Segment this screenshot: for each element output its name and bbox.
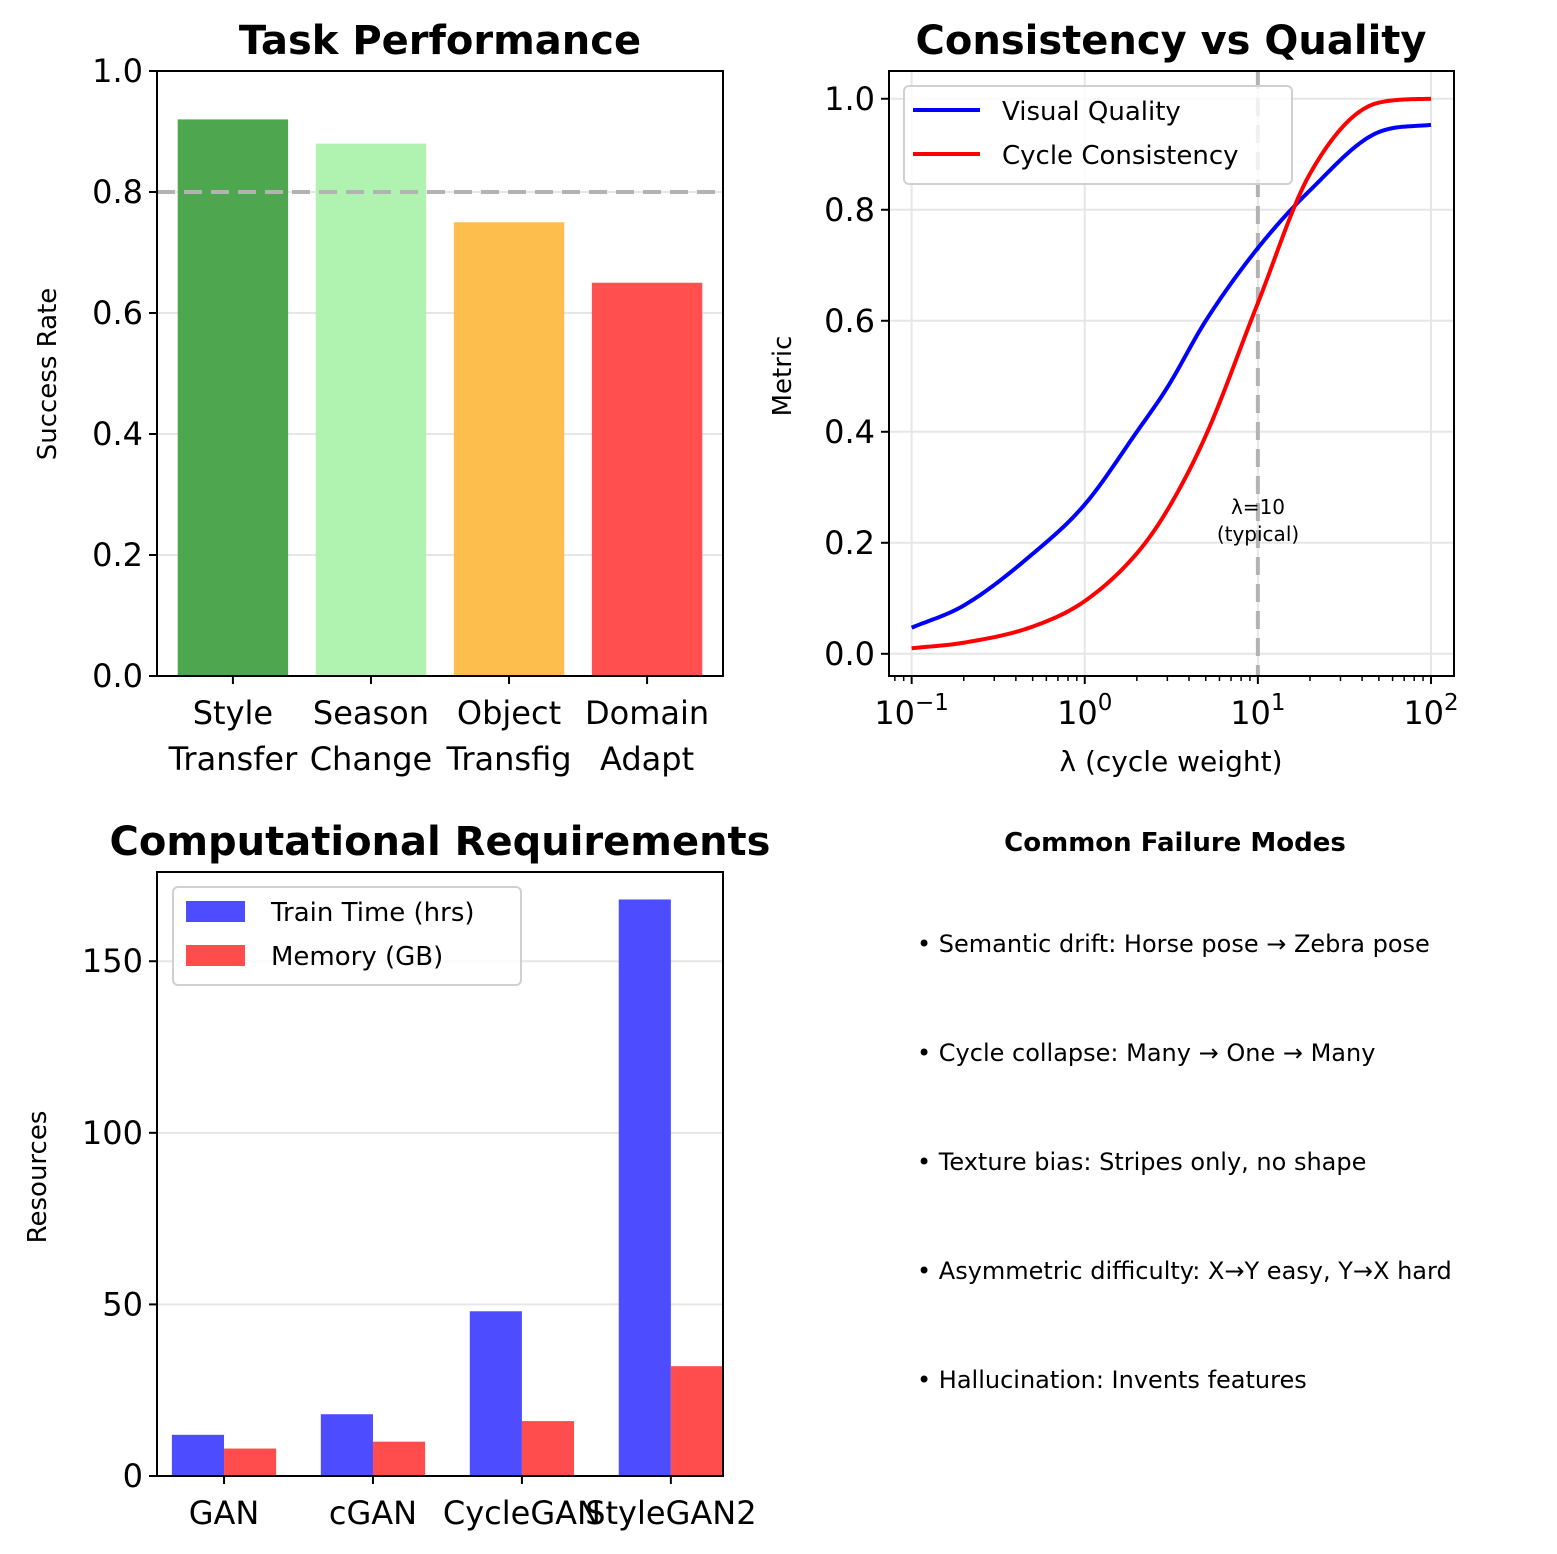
y-tick-label: 1.0 <box>824 80 875 118</box>
failure-mode-item: • Semantic drift: Horse pose → Zebra pos… <box>917 930 1430 958</box>
failure-mode-item: • Cycle collapse: Many → One → Many <box>917 1039 1376 1067</box>
y-axis-label: Metric <box>768 336 798 417</box>
x-tick-label: 102 <box>1403 690 1458 732</box>
y-axis-label: Resources <box>23 1111 53 1244</box>
annotation-line-2: (typical) <box>1217 522 1299 546</box>
y-tick-label: 1.0 <box>92 52 143 90</box>
series-line <box>910 122 1432 630</box>
bar <box>469 1311 522 1476</box>
x-tick-label: Transfig <box>446 740 572 778</box>
annotation-line-1: λ=10 <box>1231 495 1285 519</box>
legend-label: Visual Quality <box>1002 97 1181 127</box>
y-tick-label: 0.2 <box>824 524 875 562</box>
legend-label: Cycle Consistency <box>1002 141 1239 171</box>
x-axis-label: λ (cycle weight) <box>1060 745 1283 778</box>
y-tick-label: 100 <box>82 1114 143 1152</box>
task-performance-chart: Task Performance Success Rate 0.0 0.2 0.4 0… <box>33 18 724 778</box>
y-tick-label: 0.4 <box>92 415 143 453</box>
bar <box>320 1414 373 1476</box>
computational-requirements-chart: Computational Requirements Resources 0 50… <box>23 819 770 1532</box>
failure-modes-title: Common Failure Modes <box>1004 828 1346 858</box>
plot-frame <box>156 70 724 677</box>
y-tick-label: 0.4 <box>824 413 875 451</box>
y-tick-label: 0.8 <box>92 173 143 211</box>
y-tick-label: 150 <box>82 942 143 980</box>
x-tick-label: Change <box>310 740 433 778</box>
x-tick-label: 101 <box>1230 690 1285 732</box>
bar <box>670 1366 723 1476</box>
bar <box>315 143 427 677</box>
y-tick-label: 0.6 <box>824 302 875 340</box>
legend-swatch-memory <box>186 945 245 966</box>
series-line <box>911 96 1432 651</box>
y-axis-label: Success Rate <box>33 288 63 461</box>
x-tick-label: 100 <box>1057 690 1112 732</box>
plot-frame <box>156 871 724 1477</box>
y-tick-label: 50 <box>102 1285 143 1323</box>
x-tick-label: Adapt <box>600 740 694 778</box>
failure-mode-item: • Texture bias: Stripes only, no shape <box>917 1148 1367 1176</box>
y-tick-label: 0.0 <box>92 657 143 695</box>
y-tick-label: 0 <box>123 1457 143 1495</box>
legend-label: Train Time (hrs) <box>270 898 475 928</box>
x-tick-label: Transfer <box>168 740 299 778</box>
bar <box>372 1441 426 1476</box>
x-tick-label: Season <box>313 694 429 732</box>
legend-label: Memory (GB) <box>271 942 443 972</box>
y-tick-label: 0.0 <box>824 635 875 673</box>
chart-title: Task Performance <box>239 18 641 64</box>
chart-title: Consistency vs Quality <box>916 18 1427 64</box>
bar <box>453 222 565 676</box>
x-tick-label: 10−1 <box>874 690 949 732</box>
chart-title: Computational Requirements <box>110 819 771 865</box>
bar <box>224 1448 277 1476</box>
plot-frame <box>888 70 1455 677</box>
consistency-quality-chart: Consistency vs Quality Metric λ (cycle w… <box>768 18 1459 778</box>
failure-mode-item: • Hallucination: Invents features <box>917 1366 1307 1394</box>
legend: Visual Quality Cycle Consistency <box>903 85 1293 185</box>
x-tick-label: CycleGAN <box>443 1494 601 1532</box>
x-tick-label: Domain <box>585 694 709 732</box>
bar <box>591 282 703 676</box>
legend: Train Time (hrs) Memory (GB) <box>172 886 522 986</box>
y-tick-label: 0.6 <box>92 294 143 332</box>
y-tick-label: 0.2 <box>92 536 143 574</box>
y-tick-label: 0.8 <box>824 191 875 229</box>
x-tick-label: Style <box>193 694 273 732</box>
bar <box>618 899 671 1476</box>
bar <box>521 1421 575 1476</box>
x-tick-label: Object <box>457 694 561 732</box>
x-tick-label: cGAN <box>329 1494 417 1532</box>
x-tick-label: StyleGAN2 <box>585 1494 756 1532</box>
x-tick-label: GAN <box>189 1494 260 1532</box>
failure-mode-item: • Asymmetric difficulty: X→Y easy, Y→X h… <box>917 1257 1452 1285</box>
bar <box>171 1434 225 1476</box>
legend-swatch-train-time <box>186 901 245 922</box>
bar <box>177 119 289 676</box>
